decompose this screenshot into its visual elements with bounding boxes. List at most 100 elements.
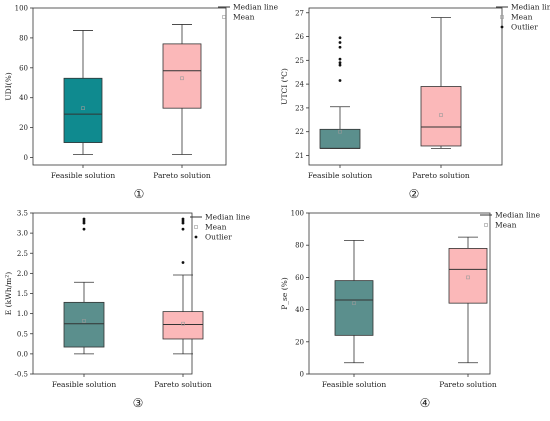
legend-mean-swatch [194, 225, 198, 229]
y-axis-label: E (kWh/m²) [4, 272, 13, 316]
y-tick-label: 100 [15, 5, 28, 13]
outlier-point [181, 221, 185, 225]
y-tick-label: 80 [295, 242, 304, 250]
x-tick-label: Pareto solution [412, 171, 470, 180]
x-tick-label: Pareto solution [154, 380, 212, 389]
plot-frame [308, 7, 503, 166]
y-tick-label: 26 [295, 33, 304, 41]
legend-mean-swatch [222, 15, 226, 19]
y-tick-label: 0.0 [17, 350, 28, 358]
legend-item: Median line [205, 213, 251, 222]
y-tick-label: 40 [19, 94, 28, 102]
legend-item: Outlier [511, 23, 538, 32]
panel-number: ② [409, 187, 420, 201]
mean-marker [466, 275, 470, 280]
mean-marker [181, 321, 185, 326]
legend-mean-swatch [484, 223, 488, 227]
legend-item: Mean [205, 223, 227, 232]
panel-number: ③ [133, 396, 144, 410]
outlier-point [338, 36, 342, 40]
y-tick-label: 0 [24, 154, 28, 162]
y-tick-label: 0.5 [17, 330, 28, 338]
x-tick-label: Feasible solution [52, 380, 116, 389]
chart-panel-2: 21 22 23 24 25 26 27 UTCI (℃) Feasible solution P… [280, 3, 550, 202]
outlier-point [338, 79, 342, 82]
y-tick-label: 2.5 [17, 250, 28, 258]
chart-panel-4: 0 20 40 60 80 100 P_se (%) Feasible solution Par… [280, 210, 541, 411]
chart-panel-1: 0 20 40 60 80 100 UDI(%) Feasible solution Paret… [4, 3, 279, 202]
legend-mean-swatch [500, 15, 504, 19]
x-tick-label: Pareto solution [439, 380, 497, 389]
outlier-point [338, 45, 342, 49]
legend-item: Median line [495, 211, 541, 220]
outlier-point [82, 227, 86, 231]
y-axis-label: P_se (%) [280, 277, 289, 310]
y-tick-label: 20 [295, 338, 304, 346]
y-tick-label: 1.0 [17, 310, 28, 318]
y-tick-label: -0.5 [15, 371, 29, 379]
y-tick-label: 25 [295, 57, 304, 65]
legend-item: Mean [511, 13, 533, 22]
chart-panel-3: -0.5 0.0 0.5 1.0 1.5 2.0 2.5 3.0 3.5 E (kWh/m²) Fe… [4, 210, 251, 411]
outlier-point [181, 261, 185, 264]
outlier-point [338, 63, 342, 67]
y-tick-label: 3.0 [17, 230, 28, 238]
legend-item: Mean [495, 221, 517, 230]
y-axis-label: UTCI (℃) [280, 68, 289, 105]
outlier-point [338, 57, 342, 61]
mean-marker [439, 113, 443, 117]
outlier-point [181, 227, 185, 231]
mean-marker [82, 319, 86, 323]
mean-marker [180, 76, 184, 81]
y-axis-label: UDI(%) [4, 72, 13, 100]
x-tick-label: Feasible solution [51, 171, 115, 180]
y-tick-label: 21 [295, 152, 304, 160]
box-iqr [63, 301, 105, 348]
y-tick-label: 60 [295, 274, 304, 282]
y-tick-label: 22 [295, 128, 304, 136]
y-tick-label: 0 [300, 371, 304, 379]
panel-number: ④ [420, 396, 431, 410]
box-iqr [319, 128, 361, 149]
outlier-point [82, 217, 86, 221]
mean-marker [338, 129, 342, 134]
box-iqr [420, 86, 462, 147]
legend-item: Outlier [205, 233, 232, 242]
x-tick-label: Feasible solution [322, 380, 386, 389]
outlier-point [338, 41, 342, 44]
box-iqr [334, 280, 374, 336]
legend-outlier-swatch [194, 235, 198, 239]
y-tick-label: 80 [19, 34, 28, 42]
legend-item: Mean [233, 13, 255, 22]
outlier-point [338, 61, 342, 65]
x-tick-label: Pareto solution [153, 171, 211, 180]
box-iqr [63, 77, 103, 143]
plot-frame [308, 212, 491, 375]
y-tick-label: 100 [291, 210, 304, 218]
legend-item: Median line [233, 3, 279, 12]
plot-frame [32, 212, 193, 375]
outlier-point [82, 221, 86, 225]
y-tick-label: 60 [19, 64, 28, 72]
legend-outlier-swatch [500, 25, 504, 29]
outlier-point [181, 219, 185, 223]
y-tick-label: 3.5 [17, 210, 28, 218]
y-tick-label: 23 [295, 104, 304, 112]
y-tick-label: 2.0 [17, 270, 28, 278]
y-tick-label: 24 [295, 81, 304, 89]
box-iqr [162, 43, 202, 109]
y-tick-label: 20 [19, 124, 28, 132]
legend-item: Median line [511, 3, 550, 12]
y-tick-label: 27 [295, 9, 304, 17]
plot-frame [32, 7, 227, 166]
mean-marker [81, 106, 85, 110]
mean-marker [352, 301, 356, 305]
y-tick-label: 1.5 [17, 290, 28, 298]
outlier-point [82, 219, 86, 223]
y-tick-label: 40 [295, 306, 304, 314]
x-tick-label: Feasible solution [308, 171, 372, 180]
panel-number: ① [134, 187, 145, 201]
outlier-point [181, 217, 185, 221]
